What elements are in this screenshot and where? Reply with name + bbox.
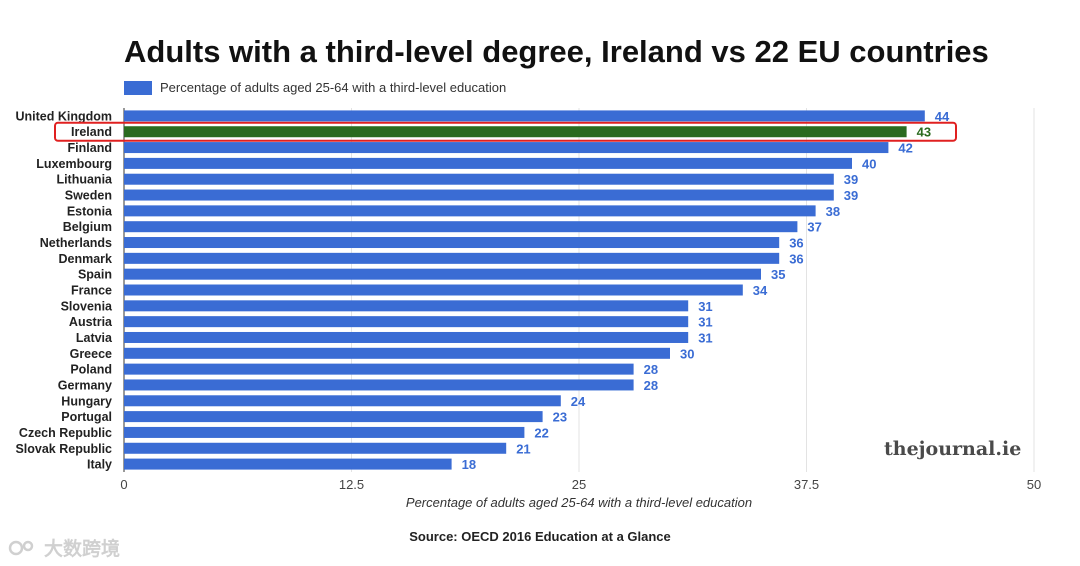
- category-label: Netherlands: [40, 236, 112, 250]
- data-label: 18: [462, 457, 476, 472]
- category-label: Slovenia: [61, 299, 113, 313]
- category-label: Finland: [68, 141, 112, 155]
- category-label: Italy: [87, 458, 112, 472]
- data-label: 37: [807, 220, 821, 235]
- bar: [124, 284, 743, 296]
- x-axis-label: Percentage of adults aged 25-64 with a t…: [405, 495, 753, 510]
- data-label: 35: [771, 267, 785, 282]
- data-label: 31: [698, 330, 712, 345]
- legend: Percentage of adults aged 25-64 with a t…: [124, 80, 506, 95]
- data-label: 38: [826, 204, 840, 219]
- x-tick-label: 50: [1027, 477, 1041, 492]
- data-label: 36: [789, 236, 803, 251]
- brand-watermark: thejournal.ie: [884, 438, 1022, 460]
- category-label: Lithuania: [56, 173, 113, 187]
- bar: [124, 173, 834, 185]
- bar: [124, 205, 816, 217]
- x-tick-label: 12.5: [339, 477, 364, 492]
- category-label: Belgium: [63, 220, 112, 234]
- category-label: Poland: [70, 363, 112, 377]
- x-tick-label: 0: [120, 477, 127, 492]
- bar: [124, 189, 834, 201]
- bar: [124, 395, 561, 407]
- category-label: Austria: [69, 315, 113, 329]
- source-note: Source: OECD 2016 Education at a Glance: [409, 529, 671, 544]
- category-label: Ireland: [71, 125, 112, 139]
- bar: [124, 110, 925, 122]
- bar: [124, 157, 852, 169]
- data-label: 42: [898, 141, 912, 156]
- chart-title: Adults with a third-level degree, Irelan…: [124, 34, 989, 69]
- data-label: 31: [698, 299, 712, 314]
- bar: [124, 442, 507, 454]
- bar: [124, 316, 689, 328]
- bar: [124, 268, 761, 280]
- data-label: 43: [917, 125, 931, 140]
- legend-label: Percentage of adults aged 25-64 with a t…: [160, 80, 507, 95]
- bar: [124, 426, 525, 438]
- bar: [124, 142, 889, 154]
- category-label: Slovak Republic: [15, 442, 112, 456]
- data-label: 44: [935, 109, 950, 124]
- category-label: Estonia: [67, 204, 113, 218]
- data-label: 28: [644, 378, 658, 393]
- x-tick-label: 37.5: [794, 477, 819, 492]
- bar: [124, 347, 670, 359]
- corner-logo-icon: [8, 540, 34, 555]
- data-label: 30: [680, 346, 694, 361]
- bar: [124, 126, 907, 138]
- bar: [124, 411, 543, 423]
- data-label: 23: [553, 410, 567, 425]
- bar: [124, 300, 689, 312]
- data-label: 40: [862, 156, 876, 171]
- legend-swatch: [124, 80, 152, 95]
- data-label: 34: [753, 283, 768, 298]
- category-label: Latvia: [76, 331, 113, 345]
- category-label: Denmark: [59, 252, 113, 266]
- category-label: Spain: [78, 268, 112, 282]
- highlight-box: [54, 121, 957, 142]
- bar: [124, 221, 798, 233]
- category-label: Hungary: [61, 394, 112, 408]
- data-label: 24: [571, 394, 586, 409]
- category-label: Portugal: [61, 410, 112, 424]
- category-label: Germany: [58, 378, 112, 392]
- x-tick-label: 25: [572, 477, 586, 492]
- category-label: Sweden: [65, 189, 112, 203]
- data-label: 22: [534, 425, 548, 440]
- category-label: Greece: [70, 347, 112, 361]
- category-label: Luxembourg: [36, 157, 112, 171]
- category-label: France: [71, 284, 112, 298]
- data-label: 39: [844, 172, 858, 187]
- bar: [124, 363, 634, 375]
- corner-watermark: 大数跨境: [8, 534, 120, 561]
- category-label: United Kingdom: [15, 109, 112, 123]
- bar: [124, 237, 780, 249]
- data-label: 36: [789, 251, 803, 266]
- data-label: 31: [698, 315, 712, 330]
- corner-watermark-text: 大数跨境: [44, 539, 121, 560]
- data-label: 39: [844, 188, 858, 203]
- data-label: 21: [516, 441, 530, 456]
- bar: [124, 458, 452, 470]
- bar: [124, 331, 689, 343]
- bar: [124, 252, 780, 264]
- bar: [124, 379, 634, 391]
- category-label: Czech Republic: [19, 426, 112, 440]
- data-label: 28: [644, 362, 658, 377]
